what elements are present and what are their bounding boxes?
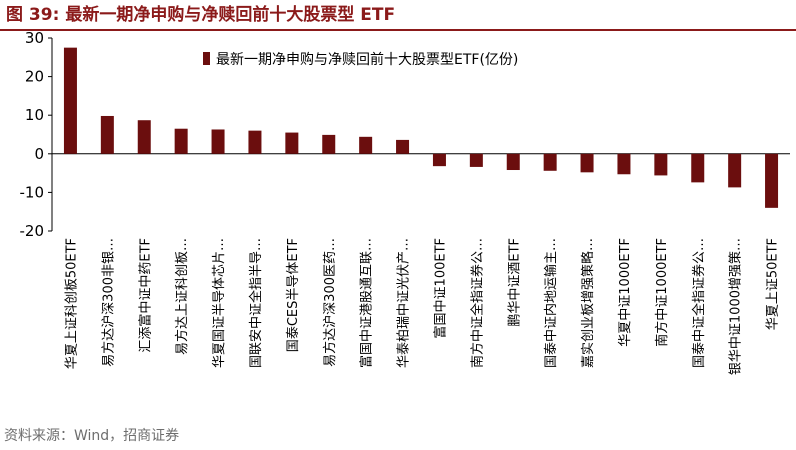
bar bbox=[322, 134, 336, 154]
y-tick-label: -10 bbox=[20, 183, 45, 201]
x-category-label: 易方达上证科创板… bbox=[174, 238, 190, 355]
x-category-label: 银华中证1000增强策… bbox=[728, 238, 744, 375]
x-category-label: 易方达沪深300非银… bbox=[100, 238, 116, 367]
bar bbox=[248, 130, 262, 154]
x-category-label: 华夏中证1000ETF bbox=[618, 238, 633, 347]
bar bbox=[765, 153, 779, 208]
bar bbox=[359, 136, 373, 154]
bars-group bbox=[52, 47, 790, 208]
bar bbox=[100, 115, 114, 154]
bar bbox=[285, 132, 299, 154]
x-category-label: 华泰柏瑞中证光伏产… bbox=[397, 238, 412, 368]
bar bbox=[211, 129, 225, 154]
x-category-label: 国泰CES半导体ETF bbox=[286, 238, 301, 352]
bar bbox=[174, 128, 188, 154]
bar bbox=[469, 153, 483, 167]
bar bbox=[728, 153, 742, 188]
x-category-label: 国泰中证内地运输主… bbox=[543, 238, 559, 368]
figure-title-text: 最新一期净申购与净赎回前十大股票型 ETF bbox=[65, 5, 396, 25]
figure-title: 图 39: 最新一期净申购与净赎回前十大股票型 ETF bbox=[6, 2, 790, 28]
x-category-label: 富国中证港股通互联… bbox=[359, 238, 375, 368]
legend-swatch bbox=[203, 52, 210, 65]
y-tick-label: 20 bbox=[25, 68, 44, 86]
bar bbox=[654, 153, 668, 176]
x-category-label: 南方中证1000ETF bbox=[654, 238, 670, 347]
x-category-label: 富国中证100ETF bbox=[432, 238, 448, 338]
bar bbox=[63, 47, 77, 154]
bar bbox=[543, 153, 557, 171]
y-tick-label: 10 bbox=[25, 106, 44, 124]
y-tick-label: 30 bbox=[25, 29, 44, 47]
title-divider bbox=[0, 29, 796, 31]
legend-label: 最新一期净申购与净赎回前十大股票型ETF(亿份) bbox=[216, 51, 518, 68]
bar bbox=[691, 153, 705, 183]
x-category-label: 嘉实创业板增强策略… bbox=[580, 238, 596, 368]
y-tick-label: 0 bbox=[34, 145, 44, 163]
x-axis-labels: 华夏上证科创板50ETF 易方达沪深300非银… 汇添富中证中药ETF 易方达上证科创… bbox=[64, 238, 780, 375]
x-category-label: 南方中证全指证券公… bbox=[469, 238, 485, 368]
x-category-label: 华夏上证50ETF bbox=[766, 238, 781, 330]
x-category-label: 华夏上证科创板50ETF bbox=[64, 238, 79, 369]
x-category-label: 华夏国证半导体芯片… bbox=[212, 238, 227, 368]
bar bbox=[432, 153, 446, 167]
x-category-label: 汇添富中证中药ETF bbox=[137, 238, 153, 353]
bar bbox=[617, 153, 631, 175]
legend: 最新一期净申购与净赎回前十大股票型ETF(亿份) bbox=[203, 51, 518, 68]
x-category-label: 易方达沪深300医药… bbox=[322, 238, 338, 367]
x-category-label: 国联安中证全指半导… bbox=[248, 238, 264, 368]
x-category-label: 国泰中证全指证券公… bbox=[691, 238, 707, 368]
y-axis: 30 20 10 0 -10 -20 bbox=[20, 29, 53, 240]
bar bbox=[137, 120, 151, 154]
x-category-label: 鹏华中证酒ETF bbox=[507, 238, 522, 327]
bar bbox=[580, 153, 594, 173]
source-note: 资料来源：Wind，招商证券 bbox=[4, 428, 180, 444]
bar bbox=[506, 153, 520, 171]
y-tick-label: -20 bbox=[20, 222, 45, 240]
figure-label: 图 39: bbox=[6, 5, 60, 25]
bar bbox=[396, 139, 410, 154]
